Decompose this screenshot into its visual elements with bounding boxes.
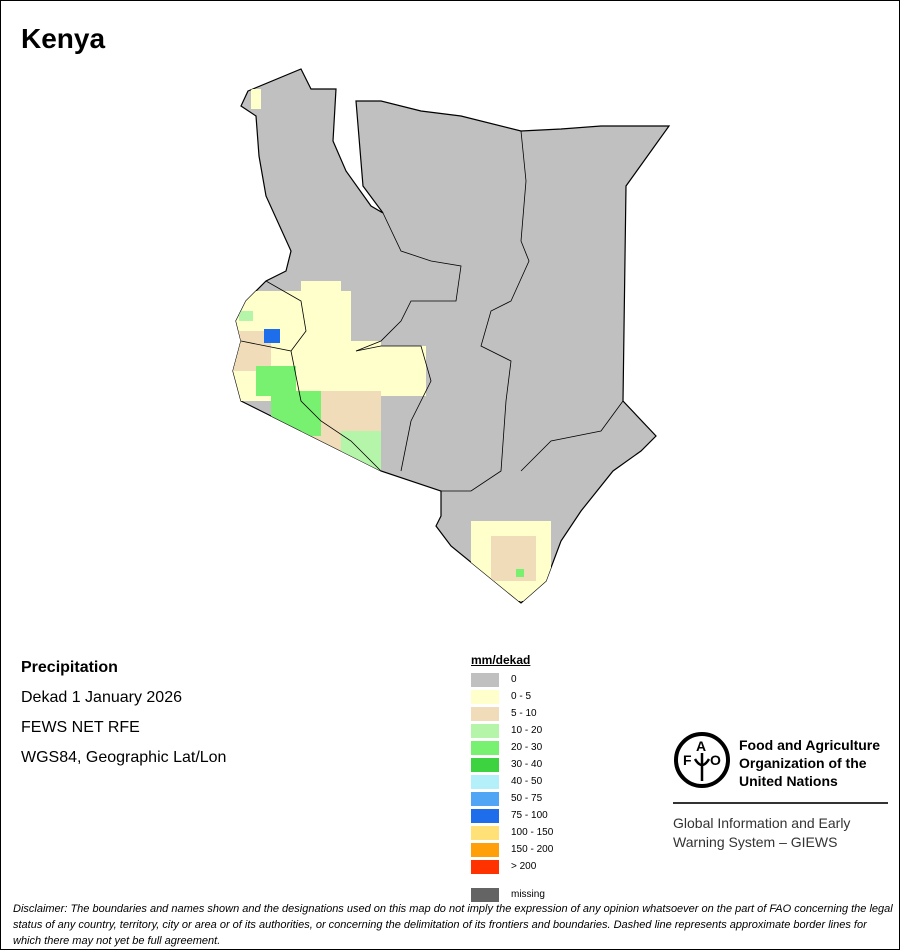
admin-boundaries bbox=[240, 130, 624, 492]
legend-label: 20 - 30 bbox=[511, 742, 543, 753]
legend-item: 75 - 100 bbox=[471, 807, 553, 824]
legend-label: 50 - 75 bbox=[511, 793, 543, 804]
legend-item-missing: missing bbox=[471, 886, 553, 903]
legend-label: 100 - 150 bbox=[511, 827, 554, 838]
legend-label: 150 - 200 bbox=[511, 844, 554, 855]
legend-label: 5 - 10 bbox=[511, 708, 537, 719]
legend-label: > 200 bbox=[511, 861, 537, 872]
legend-title: mm/dekad bbox=[471, 653, 531, 667]
map-title: Kenya bbox=[21, 23, 106, 54]
source-label: FEWS NET RFE bbox=[21, 719, 140, 736]
legend-swatch bbox=[471, 723, 499, 738]
legend-swatch bbox=[471, 842, 499, 857]
variable-label: Precipitation bbox=[21, 659, 118, 676]
legend-swatch bbox=[471, 757, 499, 772]
legend-swatch bbox=[471, 689, 499, 704]
legend-label: 0 - 5 bbox=[511, 691, 532, 702]
legend-item: 150 - 200 bbox=[471, 841, 553, 858]
giews-name: Global Information and Early Warning Sys… bbox=[673, 815, 851, 850]
fao-logo-icon: F A O bbox=[674, 732, 730, 788]
legend-label: missing bbox=[511, 889, 545, 900]
legend-item: 0 - 5 bbox=[471, 688, 553, 705]
legend-swatch bbox=[471, 706, 499, 721]
legend-swatch bbox=[471, 808, 499, 823]
legend-swatch bbox=[471, 791, 499, 806]
svg-text:F: F bbox=[683, 752, 692, 768]
legend-swatch bbox=[471, 825, 499, 840]
legend-label: 30 - 40 bbox=[511, 759, 543, 770]
kenya-precipitation-map bbox=[232, 68, 671, 604]
legend-swatch bbox=[471, 740, 499, 755]
period-label: Dekad 1 January 2026 bbox=[21, 689, 182, 706]
legend-item: 100 - 150 bbox=[471, 824, 553, 841]
legend-item: 0 bbox=[471, 671, 553, 688]
legend-item: 10 - 20 bbox=[471, 722, 553, 739]
kenya-land bbox=[232, 68, 671, 604]
projection-label: WGS84, Geographic Lat/Lon bbox=[21, 749, 227, 766]
legend-label: 75 - 100 bbox=[511, 810, 548, 821]
svg-text:A: A bbox=[696, 738, 706, 754]
legend-swatch bbox=[471, 672, 499, 687]
legend-swatch bbox=[471, 774, 499, 789]
legend-item: 40 - 50 bbox=[471, 773, 553, 790]
legend-label: 40 - 50 bbox=[511, 776, 543, 787]
legend-label: 0 bbox=[511, 674, 517, 685]
legend-label: 10 - 20 bbox=[511, 725, 543, 736]
fao-org-name: Food and Agriculture Organization of the… bbox=[739, 737, 881, 789]
legend-item: > 200 bbox=[471, 858, 553, 875]
legend-item: 30 - 40 bbox=[471, 756, 553, 773]
legend-swatch bbox=[471, 859, 499, 874]
svg-text:O: O bbox=[710, 752, 721, 768]
legend-swatch bbox=[471, 887, 499, 902]
precipitation-cells bbox=[233, 89, 551, 601]
disclaimer: Disclaimer: The boundaries and names sho… bbox=[13, 903, 893, 947]
legend-item: 20 - 30 bbox=[471, 739, 553, 756]
legend: mm/dekad 0 0 - 5 5 - 10 10 - 20 20 - 30 30 - … bbox=[471, 653, 553, 903]
legend-item: 50 - 75 bbox=[471, 790, 553, 807]
legend-item: 5 - 10 bbox=[471, 705, 553, 722]
divider bbox=[673, 802, 888, 804]
